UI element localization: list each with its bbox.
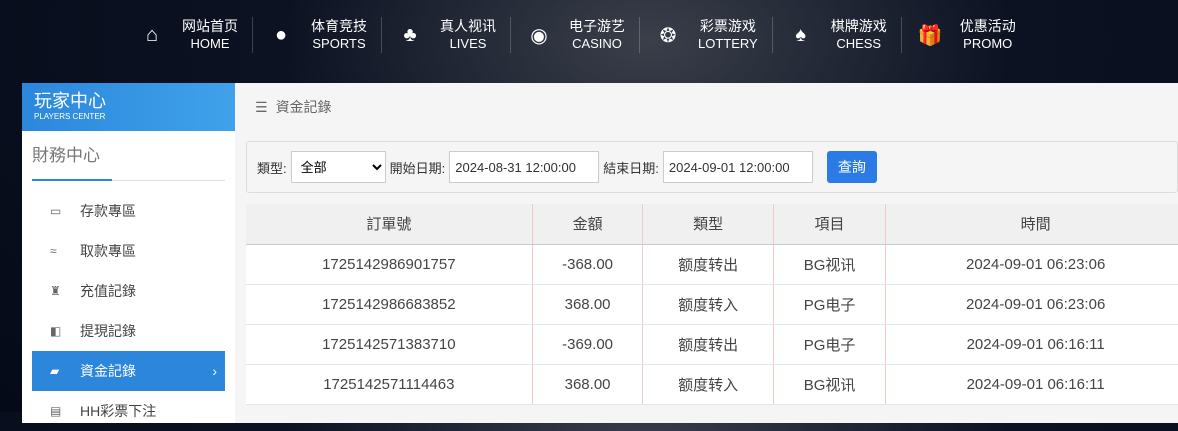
nav-item-lives[interactable]: ♣ 真人视讯 LIVES	[398, 17, 511, 53]
table-cell: 1725142986901757	[246, 244, 533, 285]
filter-bar: 類型: 全部 開始日期: 2024-08-31 12:00:00 結束日期: 2…	[246, 141, 1178, 193]
breadcrumb-label: 資金記錄	[275, 99, 332, 115]
section-title: 財務中心	[32, 141, 225, 181]
table-cell: -368.00	[532, 244, 644, 285]
nav-label-zh: 网站首页	[182, 18, 238, 34]
table-row: 1725142571383710 -369.00 额度转出 PG电子 2024-09-0…	[246, 324, 1178, 365]
nav-label-zh: 体育竞技	[311, 18, 367, 34]
table-cell: 2024-09-01 06:23:06	[885, 284, 1178, 325]
nav-label-zh: 电子游艺	[569, 18, 625, 34]
nav-label-zh: 优惠活动	[959, 18, 1016, 34]
sidebar: 玩家中心 PLAYERS CENTER 財務中心 ▭ 存款專區 ≈ 取款專區 ♜ 充值記錄…	[22, 83, 235, 423]
table-cell: 2024-09-01 06:16:11	[885, 324, 1178, 365]
table-cell: PG电子	[773, 324, 887, 365]
table-row: 1725142986683852 368.00 额度转入 PG电子 2024-09-01…	[246, 284, 1178, 325]
nav-item-sports[interactable]: ● 体育竞技 SPORTS	[269, 17, 382, 53]
nav-item-lottery[interactable]: ❂ 彩票游戏 LOTTERY	[656, 17, 773, 53]
nav-label-en: CHESS	[836, 36, 882, 51]
nav-item-home[interactable]: ⌂ 网站首页 HOME	[140, 17, 253, 53]
type-select[interactable]: 全部	[290, 151, 386, 183]
fund-records-table: 訂單號 金額 類型 項目 時間 1725142986901757 -368.00 额度转出 B…	[246, 204, 1178, 405]
sidebar-item-label: HH彩票下注	[80, 403, 157, 419]
menu-item-icon: ◧	[50, 324, 62, 338]
column-header: 訂單號	[246, 204, 533, 245]
roulette-icon: ◉	[530, 24, 548, 47]
nav-label-en: LIVES	[449, 36, 487, 51]
column-header: 類型	[642, 204, 774, 245]
breadcrumb: ☰ 資金記錄	[235, 83, 1178, 131]
menu-item-icon: ▭	[50, 204, 62, 218]
end-date-label: 結束日期:	[603, 160, 659, 176]
menu-item-icon: ▰	[50, 364, 60, 378]
table-cell: 1725142986683852	[246, 284, 533, 325]
nav-item-promo[interactable]: 🎁 优惠活动 PROMO	[918, 17, 1030, 53]
nav-label-en: HOME	[190, 36, 230, 51]
table-cell: 2024-09-01 06:16:11	[885, 364, 1178, 405]
sidebar-item-label: 充值記錄	[80, 283, 136, 299]
players-center-title: 玩家中心	[34, 91, 106, 111]
top-nav: ⌂ 网站首页 HOME ● 体育竞技 SPORTS ♣ 真人视讯 LIVES ◉ 电子游艺 CASIN…	[0, 0, 1178, 82]
table-cell: 1725142571114463	[246, 364, 533, 405]
sidebar-item-label: 存款專區	[80, 203, 136, 219]
gift-icon: 🎁	[917, 24, 943, 47]
menu-icon[interactable]: ☰	[255, 98, 268, 115]
nav-label-zh: 彩票游戏	[699, 18, 756, 34]
nav-item-casino[interactable]: ◉ 电子游艺 CASINO	[527, 17, 640, 53]
sidebar-item-1[interactable]: ≈ 取款專區	[32, 231, 225, 271]
table-cell: BG视讯	[773, 364, 887, 405]
menu-item-icon: ▤	[50, 404, 62, 418]
table-cell: 368.00	[532, 284, 644, 325]
sidebar-item-2[interactable]: ♜ 充值記錄	[32, 271, 225, 311]
table-cell: PG电子	[773, 284, 887, 325]
menu-item-icon: ≈	[50, 244, 57, 258]
column-header: 項目	[773, 204, 887, 245]
table-cell: 1725142571383710	[246, 324, 533, 365]
table-cell: BG视讯	[773, 244, 887, 285]
sidebar-item-4[interactable]: ▰ 資金記錄 ›	[32, 351, 225, 391]
table-cell: 额度转入	[642, 364, 774, 405]
sidebar-item-label: 取款專區	[80, 243, 136, 259]
table-cell: 额度转出	[642, 244, 774, 285]
sidebar-item-3[interactable]: ◧ 提現記錄	[32, 311, 225, 351]
players-center-header: 玩家中心 PLAYERS CENTER	[22, 83, 235, 131]
column-header: 時間	[885, 204, 1178, 245]
table-cell: -369.00	[532, 324, 644, 365]
cards-icon: ♣	[403, 23, 417, 46]
sidebar-item-0[interactable]: ▭ 存款專區	[32, 191, 225, 231]
table-row: 1725142986901757 -368.00 额度转出 BG视讯 2024-09-0…	[246, 244, 1178, 285]
menu-item-icon: ♜	[50, 284, 61, 298]
table-cell: 额度转入	[642, 284, 774, 325]
table-row: 1725142571114463 368.00 额度转入 BG视讯 2024-09-01…	[246, 364, 1178, 405]
spade-icon: ♠	[795, 23, 807, 46]
table-cell: 368.00	[532, 364, 644, 405]
start-date-label: 開始日期:	[389, 160, 446, 176]
nav-label-en: PROMO	[963, 36, 1013, 51]
home-icon: ⌂	[145, 23, 159, 46]
end-date-input[interactable]: 2024-09-01 12:00:00	[662, 151, 813, 183]
lottery-balls-icon: ❂	[659, 24, 677, 47]
start-date-input[interactable]: 2024-08-31 12:00:00	[449, 151, 600, 183]
table-cell: 额度转出	[642, 324, 774, 365]
nav-label-en: CASINO	[572, 36, 622, 51]
nav-item-chess[interactable]: ♠ 棋牌游戏 CHESS	[789, 17, 902, 53]
sidebar-item-5[interactable]: ▤ HH彩票下注	[32, 391, 225, 431]
table-cell: 2024-09-01 06:23:06	[885, 244, 1178, 285]
ball-icon: ●	[274, 23, 288, 46]
sidebar-item-label: 資金記錄	[80, 363, 136, 379]
nav-label-en: LOTTERY	[698, 36, 758, 51]
sidebar-menu: ▭ 存款專區 ≈ 取款專區 ♜ 充值記錄 ◧ 提現記錄 ▰ 資金記錄 › ▤ HH彩票下注	[22, 191, 235, 431]
search-button[interactable]: 查詢	[826, 151, 877, 183]
chevron-right-icon: ›	[212, 363, 217, 379]
nav-label-zh: 棋牌游戏	[830, 18, 887, 34]
column-header: 金額	[532, 204, 644, 245]
nav-label-en: SPORTS	[312, 36, 366, 51]
players-center-subtitle: PLAYERS CENTER	[34, 112, 106, 121]
sidebar-item-label: 提現記錄	[80, 323, 136, 339]
type-label: 類型:	[257, 160, 287, 176]
main-content: ☰ 資金記錄 類型: 全部 開始日期: 2024-08-31 12:00:00 …	[235, 83, 1178, 423]
nav-label-zh: 真人视讯	[440, 18, 496, 34]
